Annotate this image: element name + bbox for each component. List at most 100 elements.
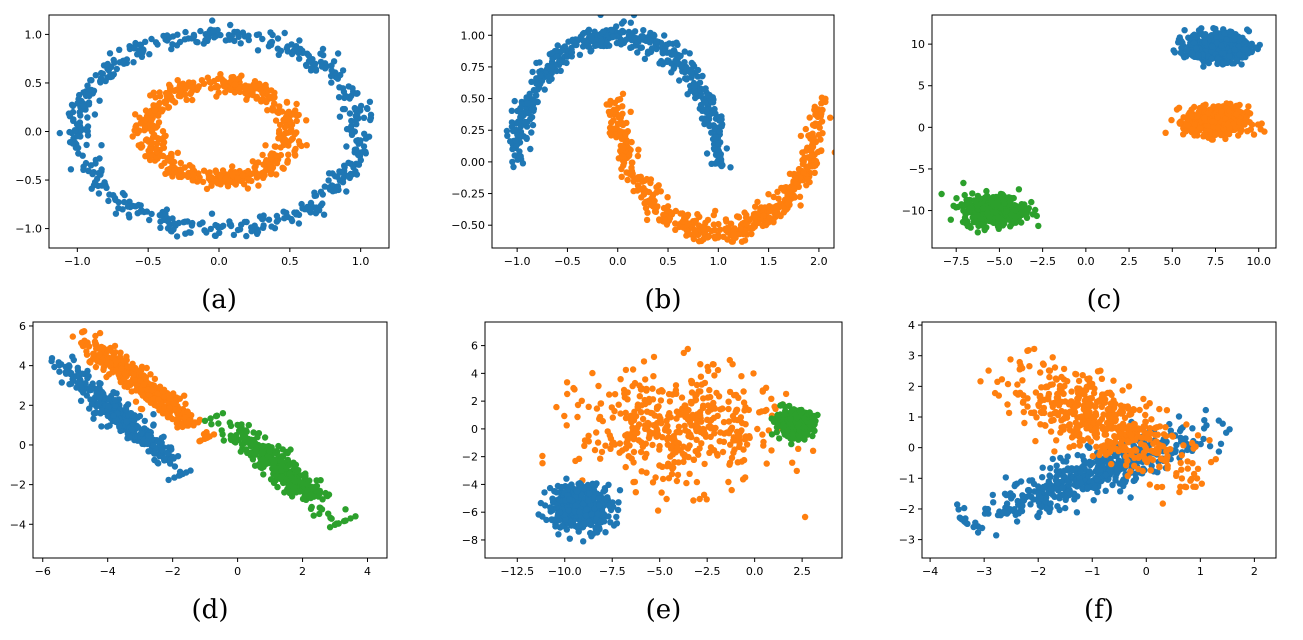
point	[220, 222, 227, 229]
point	[148, 35, 155, 43]
point	[211, 34, 218, 41]
point	[615, 401, 622, 408]
point	[774, 188, 781, 195]
point	[226, 36, 233, 43]
point	[674, 471, 682, 479]
point	[82, 380, 89, 387]
x-tick-label: 4	[364, 565, 371, 578]
point	[983, 187, 990, 195]
point	[317, 477, 324, 484]
point	[619, 103, 626, 110]
point	[619, 121, 627, 129]
point	[630, 448, 638, 456]
point	[171, 474, 178, 481]
point	[658, 489, 665, 496]
point	[624, 436, 631, 444]
point	[157, 218, 164, 225]
point	[797, 202, 804, 209]
point	[676, 77, 683, 84]
point	[697, 373, 705, 380]
point	[1257, 126, 1264, 133]
point	[1176, 119, 1183, 127]
point	[213, 93, 220, 100]
point	[603, 101, 610, 108]
point	[325, 177, 332, 184]
point	[629, 159, 636, 166]
point	[694, 447, 701, 455]
point	[650, 422, 657, 429]
point	[958, 201, 965, 208]
x-tick-label: 2.0	[810, 255, 828, 268]
point	[259, 151, 266, 159]
point	[588, 34, 595, 42]
chart-panel-a: −1.0 −0.5 0.0 0.5 1.0−1.0−0.50.00.51.0(a)	[15, 14, 390, 315]
point	[277, 475, 284, 483]
point	[717, 153, 724, 161]
point	[953, 195, 960, 202]
point	[236, 75, 243, 82]
point	[84, 342, 92, 349]
point	[341, 105, 348, 113]
point	[129, 133, 136, 140]
point	[740, 388, 747, 395]
point	[1235, 132, 1242, 139]
point	[715, 220, 722, 228]
point	[267, 29, 274, 36]
point	[597, 15, 604, 18]
point	[153, 145, 160, 152]
point	[622, 130, 629, 138]
point	[791, 194, 798, 201]
series-c-0	[1170, 25, 1264, 70]
point	[121, 198, 128, 206]
point	[703, 107, 710, 115]
point	[105, 403, 113, 410]
point	[655, 182, 662, 189]
point	[75, 96, 82, 103]
point	[137, 120, 144, 127]
point	[259, 224, 267, 231]
point	[108, 73, 116, 80]
point	[361, 130, 368, 137]
point	[739, 476, 747, 483]
point	[208, 421, 215, 428]
point	[684, 416, 692, 423]
series-d-2	[201, 410, 359, 531]
point	[981, 226, 988, 234]
point	[693, 478, 701, 486]
chart-panel-e: −12.5 −10.0 −7.5 −5.0 −2.5 0.0 2.5−8−6−4−20246…	[462, 321, 843, 625]
point	[181, 164, 189, 171]
point	[147, 371, 154, 378]
point	[738, 373, 745, 380]
point	[637, 173, 644, 180]
point	[647, 409, 654, 417]
point	[623, 36, 630, 43]
point	[182, 28, 189, 36]
point	[174, 31, 181, 38]
point	[295, 220, 303, 227]
point	[994, 202, 1001, 209]
point	[812, 111, 819, 118]
point	[796, 193, 804, 200]
point	[322, 489, 329, 497]
point	[581, 437, 589, 444]
point	[307, 199, 315, 207]
point	[159, 128, 167, 135]
point	[295, 49, 302, 57]
point	[247, 437, 254, 444]
point	[1244, 26, 1251, 33]
point	[215, 420, 222, 427]
point	[237, 448, 244, 455]
point	[1182, 128, 1190, 135]
point	[111, 194, 119, 202]
x-tick-label: 5.0	[1164, 255, 1182, 268]
points-e	[535, 345, 821, 545]
point	[264, 107, 271, 114]
point	[626, 151, 633, 158]
point	[700, 236, 707, 243]
point	[154, 459, 161, 466]
point	[672, 387, 680, 394]
point	[809, 139, 816, 146]
point	[182, 230, 189, 237]
point	[278, 467, 285, 474]
point	[141, 417, 148, 425]
